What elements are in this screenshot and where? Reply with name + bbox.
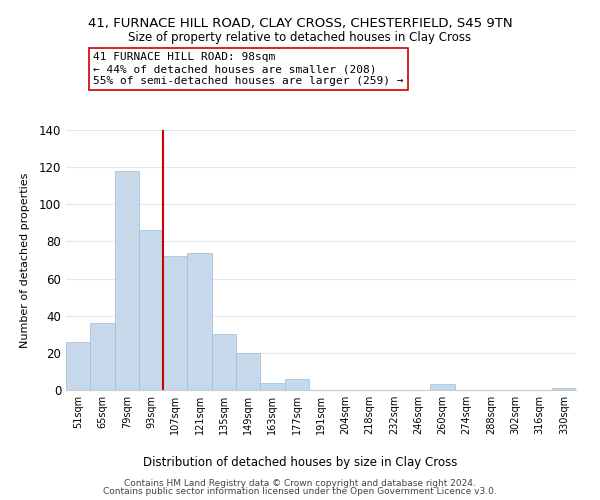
Bar: [552, 388, 576, 390]
Bar: [212, 334, 236, 390]
Bar: [187, 252, 212, 390]
Bar: [430, 384, 455, 390]
Text: Contains public sector information licensed under the Open Government Licence v3: Contains public sector information licen…: [103, 487, 497, 496]
Text: Distribution of detached houses by size in Clay Cross: Distribution of detached houses by size …: [143, 456, 457, 469]
Text: Size of property relative to detached houses in Clay Cross: Size of property relative to detached ho…: [128, 31, 472, 44]
Bar: [260, 382, 284, 390]
Bar: [115, 171, 139, 390]
Text: 41, FURNACE HILL ROAD, CLAY CROSS, CHESTERFIELD, S45 9TN: 41, FURNACE HILL ROAD, CLAY CROSS, CHEST…: [88, 18, 512, 30]
Bar: [139, 230, 163, 390]
Y-axis label: Number of detached properties: Number of detached properties: [20, 172, 31, 348]
Text: 41 FURNACE HILL ROAD: 98sqm
← 44% of detached houses are smaller (208)
55% of se: 41 FURNACE HILL ROAD: 98sqm ← 44% of det…: [93, 52, 404, 86]
Bar: [284, 379, 309, 390]
Bar: [163, 256, 187, 390]
Text: Contains HM Land Registry data © Crown copyright and database right 2024.: Contains HM Land Registry data © Crown c…: [124, 478, 476, 488]
Bar: [90, 323, 115, 390]
Bar: [66, 342, 90, 390]
Bar: [236, 353, 260, 390]
